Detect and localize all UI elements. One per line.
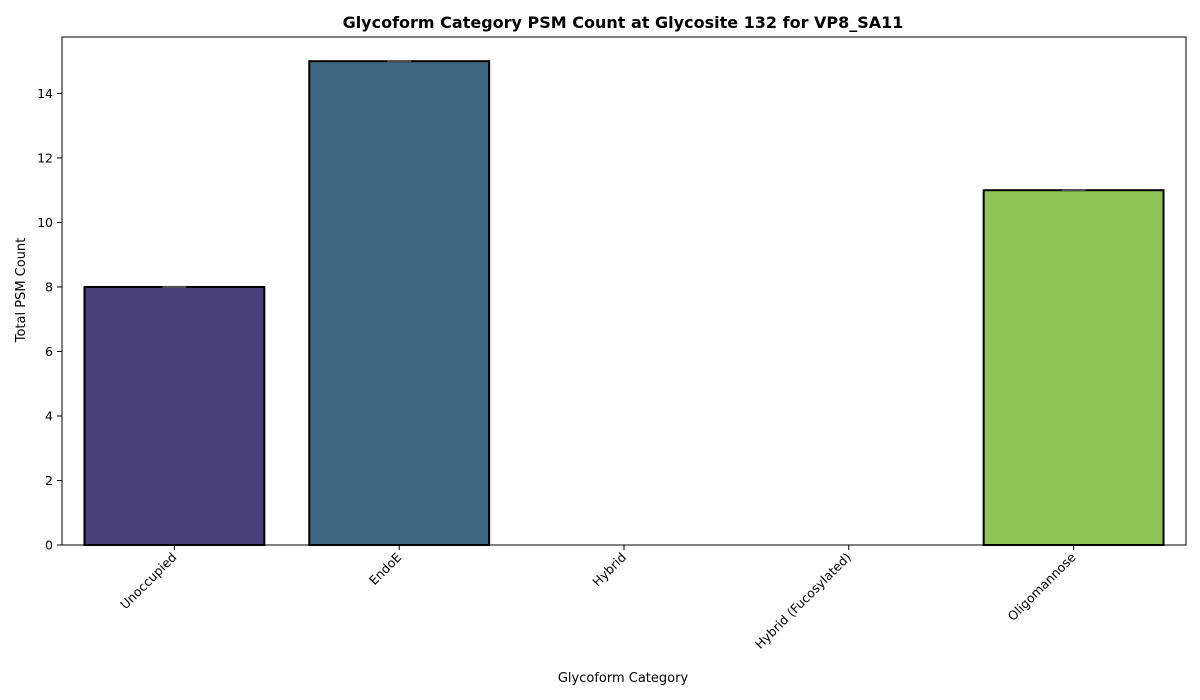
- bar-unoccupied: [83, 285, 266, 546]
- y-tick-label: 14: [37, 86, 53, 101]
- x-tick-label: Hybrid (Fucosylated): [752, 550, 854, 652]
- y-tick-label: 2: [45, 473, 53, 488]
- x-tick-label: Oligomannose: [1005, 549, 1079, 623]
- y-tick-label: 0: [45, 538, 53, 553]
- x-tick-label: Hybrid: [589, 550, 629, 590]
- bar-endoe: [308, 60, 491, 546]
- y-tick-label: 10: [37, 215, 53, 230]
- x-axis-label: Glycoform Category: [558, 671, 689, 686]
- y-tick-label: 12: [37, 150, 53, 165]
- chart-title: Glycoform Category PSM Count at Glycosit…: [343, 13, 904, 32]
- plot-area: 0 2 4 6 8 10 12 14 Unoccupied EndoE Hybrid Hybrid (…: [37, 36, 1187, 652]
- y-tick-label: 6: [45, 344, 53, 359]
- y-axis-label: Total PSM Count: [14, 238, 29, 344]
- y-tick-label: 4: [45, 408, 53, 423]
- y-tick-label: 8: [45, 279, 53, 294]
- bar-oligomannose: [982, 189, 1165, 546]
- x-tick-label: EndoE: [366, 549, 404, 587]
- x-tick-label: Unoccupied: [117, 550, 180, 613]
